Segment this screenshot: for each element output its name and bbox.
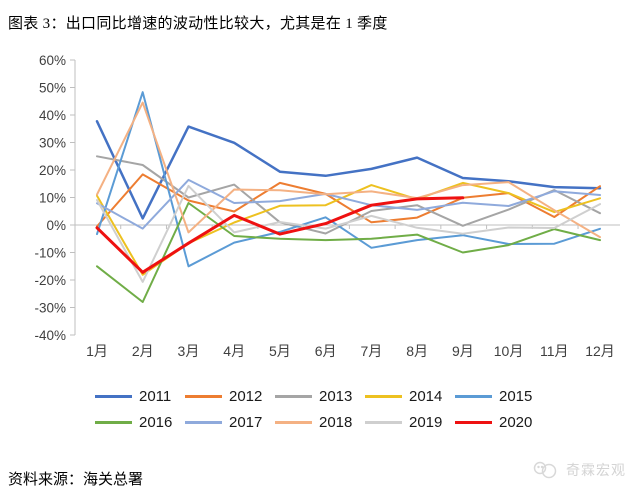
x-axis-label: 12月 bbox=[585, 343, 615, 359]
legend-item-2012: 2012 bbox=[185, 388, 275, 405]
x-axis-label: 11月 bbox=[540, 343, 569, 359]
legend-label: 2017 bbox=[229, 414, 263, 431]
series-line-2019 bbox=[96, 184, 601, 283]
legend-label: 2014 bbox=[409, 388, 443, 405]
y-tick-label: 0% bbox=[46, 218, 66, 233]
x-axis-label: 2月 bbox=[132, 343, 154, 359]
y-tick-label: 40% bbox=[39, 108, 66, 123]
y-tick-label: -40% bbox=[34, 328, 66, 343]
legend-swatch bbox=[365, 421, 402, 424]
legend-item-2013: 2013 bbox=[275, 388, 365, 405]
series-line-2015 bbox=[96, 91, 601, 268]
legend-swatch bbox=[185, 421, 222, 424]
legend-item-2016: 2016 bbox=[95, 414, 185, 431]
x-axis-label: 1月 bbox=[86, 343, 108, 359]
chart-legend: 2011 2012 2013 2014 2015 2016 2017 2018 2019 2020 bbox=[0, 388, 640, 431]
y-tick-label: 10% bbox=[39, 191, 66, 206]
legend-label: 2012 bbox=[229, 388, 263, 405]
legend-item-2018: 2018 bbox=[275, 414, 365, 431]
legend-item-2011: 2011 bbox=[95, 388, 185, 405]
series-line-2018 bbox=[96, 101, 601, 239]
legend-swatch bbox=[95, 421, 132, 424]
source-note: 资料来源：海关总署 bbox=[8, 472, 144, 488]
brand-logo: 奇霖宏观 bbox=[532, 460, 626, 480]
legend-swatch bbox=[275, 421, 312, 424]
series-line-2011 bbox=[95, 120, 602, 220]
chart-title: 图表 3：出口同比增速的波动性比较大，尤其是在 1 季度 bbox=[8, 16, 388, 32]
legend-swatch bbox=[455, 421, 492, 424]
y-tick-label: 30% bbox=[39, 136, 66, 151]
legend-item-2017: 2017 bbox=[185, 414, 275, 431]
brand-name: 奇霖宏观 bbox=[566, 462, 626, 478]
y-tick-label: -10% bbox=[34, 246, 66, 261]
legend-label: 2011 bbox=[139, 388, 172, 405]
x-axis-label: 3月 bbox=[178, 343, 200, 359]
legend-swatch bbox=[365, 395, 402, 398]
line-chart: 60% 50% 40% 30% 20% 10% 0% -10% -20% -30% -40% 1月 2月… bbox=[34, 53, 620, 359]
x-axis-label: 6月 bbox=[315, 343, 337, 359]
legend-swatch bbox=[95, 395, 132, 398]
legend-swatch bbox=[455, 395, 492, 398]
y-tick-label: 60% bbox=[39, 53, 66, 68]
series-line-2016 bbox=[96, 202, 601, 303]
x-axis-label: 4月 bbox=[223, 343, 245, 359]
legend-label: 2015 bbox=[499, 388, 533, 405]
legend-item-2015: 2015 bbox=[455, 388, 545, 405]
x-axis-label: 10月 bbox=[494, 343, 524, 359]
x-axis-label: 5月 bbox=[269, 343, 291, 359]
legend-row: 2016 2017 2018 2019 2020 bbox=[95, 414, 545, 431]
legend-label: 2016 bbox=[139, 414, 173, 431]
legend-label: 2019 bbox=[409, 414, 443, 431]
y-tick-label: -20% bbox=[34, 273, 66, 288]
panda-face-icon bbox=[533, 461, 557, 479]
legend-item-2014: 2014 bbox=[365, 388, 455, 405]
legend-row: 2011 2012 2013 2014 2015 bbox=[95, 388, 545, 405]
legend-label: 2013 bbox=[319, 388, 353, 405]
y-tick-label: -30% bbox=[34, 301, 66, 316]
legend-swatch bbox=[275, 395, 312, 398]
x-axis-label: 8月 bbox=[406, 343, 428, 359]
series-line-2017 bbox=[96, 178, 601, 230]
y-tick-label: 20% bbox=[39, 163, 66, 178]
x-axis-label: 7月 bbox=[360, 343, 382, 359]
legend-item-2020: 2020 bbox=[455, 414, 545, 431]
x-axis-label: 9月 bbox=[452, 343, 474, 359]
y-tick-label: 50% bbox=[39, 81, 66, 96]
series-line-2020 bbox=[95, 196, 465, 274]
legend-item-2019: 2019 bbox=[365, 414, 455, 431]
legend-swatch bbox=[185, 395, 222, 398]
legend-label: 2020 bbox=[499, 414, 533, 431]
legend-label: 2018 bbox=[319, 414, 353, 431]
